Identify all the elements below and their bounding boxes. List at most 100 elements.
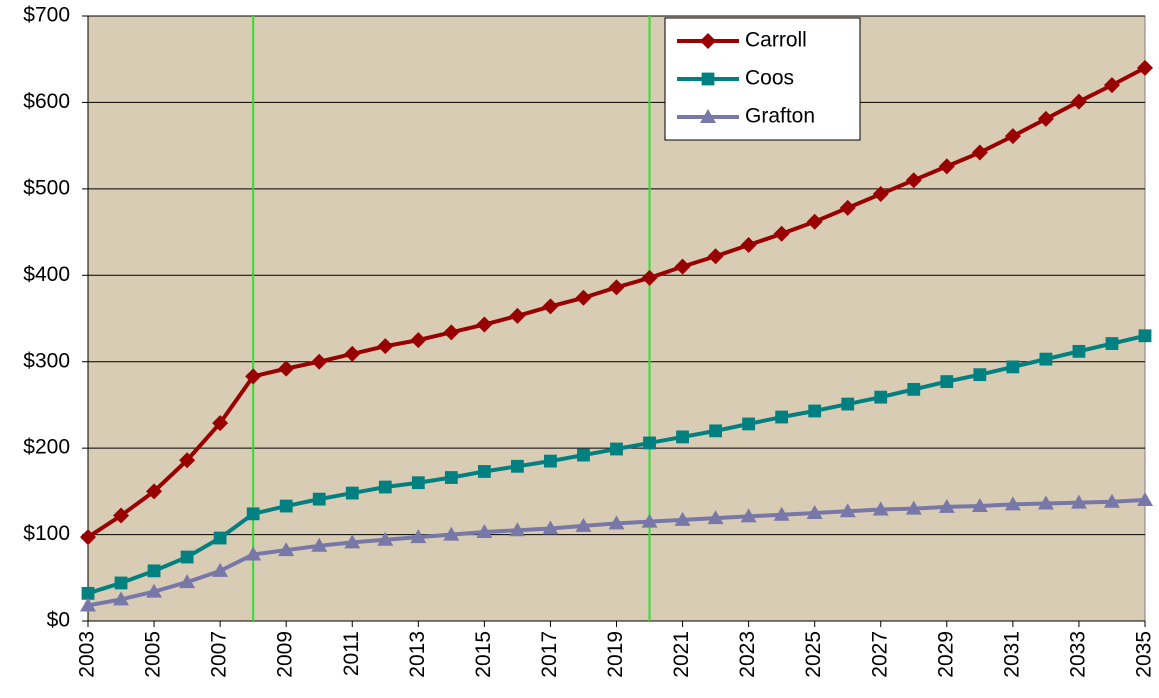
marker [1070,93,1087,110]
marker [806,213,823,230]
marker [1137,492,1153,506]
marker [377,338,394,355]
y-tick-label: $0 [47,609,70,632]
marker [377,531,394,546]
marker [674,258,691,275]
marker [905,500,922,515]
marker [542,298,559,315]
marker [971,144,988,161]
marker [841,397,855,411]
marker [245,368,262,385]
marker [212,415,229,432]
x-tick-label: 2003 [76,631,99,678]
marker [773,225,790,242]
marker [676,430,689,444]
marker [179,574,196,589]
y-tick-label: $400 [23,263,70,286]
marker [1037,495,1054,510]
x-tick-label: 2035 [1133,631,1156,678]
y-tick-label: $100 [23,522,70,545]
marker [344,534,361,549]
marker [146,483,163,500]
x-tick-label: 2021 [670,631,693,678]
x-tick-label: 2025 [802,631,825,678]
marker [1105,337,1119,350]
x-tick-label: 2007 [208,631,231,678]
marker [1039,352,1053,366]
marker [973,368,987,382]
marker [114,576,128,590]
marker [575,517,592,532]
marker [80,597,96,612]
marker [641,269,658,286]
marker [701,72,715,86]
marker [509,307,526,324]
marker [344,345,361,362]
marker [1103,493,1120,508]
marker [476,316,493,333]
marker [146,583,163,598]
marker [1138,329,1152,343]
marker [1004,496,1021,511]
marker [872,186,889,203]
y-tick-label: $200 [23,436,70,459]
x-tick-label: 2031 [1000,631,1023,678]
x-tick-label: 2027 [868,631,891,678]
marker [477,465,491,478]
x-tick-label: 2005 [142,631,165,678]
marker [345,486,359,500]
marker [808,404,822,418]
marker [938,158,955,175]
marker [806,504,823,519]
marker [279,499,293,513]
marker [245,546,262,561]
legend-label: Coos [745,67,794,90]
marker [411,476,425,490]
marker [113,507,130,524]
marker [80,529,96,546]
marker [773,506,790,521]
marker [542,520,559,535]
marker [905,172,922,189]
marker [674,511,691,526]
marker [1137,59,1153,76]
marker [971,498,988,513]
marker [213,531,227,545]
marker [444,471,458,484]
marker [641,513,658,528]
marker [180,550,194,564]
marker [410,332,427,349]
marker [312,492,326,506]
marker [311,353,328,370]
marker [81,586,95,600]
marker [476,523,493,538]
marker [278,542,295,557]
legend-label: Grafton [745,105,815,128]
marker [443,526,460,541]
marker [707,510,724,525]
x-tick-label: 2013 [406,631,429,678]
marker [1103,77,1120,94]
marker [311,537,328,552]
marker [608,279,625,296]
marker [1037,110,1054,127]
marker [907,382,921,396]
marker [610,442,623,456]
marker [608,515,625,530]
marker [443,324,460,341]
marker [1006,360,1020,374]
y-tick-label: $700 [23,4,70,27]
marker [742,417,756,431]
y-tick-label: $600 [23,90,70,113]
legend-label: Carroll [745,29,807,52]
y-tick-label: $500 [23,176,70,199]
x-tick-label: 2017 [538,631,561,678]
x-tick-label: 2029 [934,631,957,678]
x-tick-label: 2011 [340,631,363,676]
marker [544,454,557,468]
marker [839,503,856,518]
marker [246,507,260,521]
marker [709,424,722,438]
marker [740,508,757,523]
